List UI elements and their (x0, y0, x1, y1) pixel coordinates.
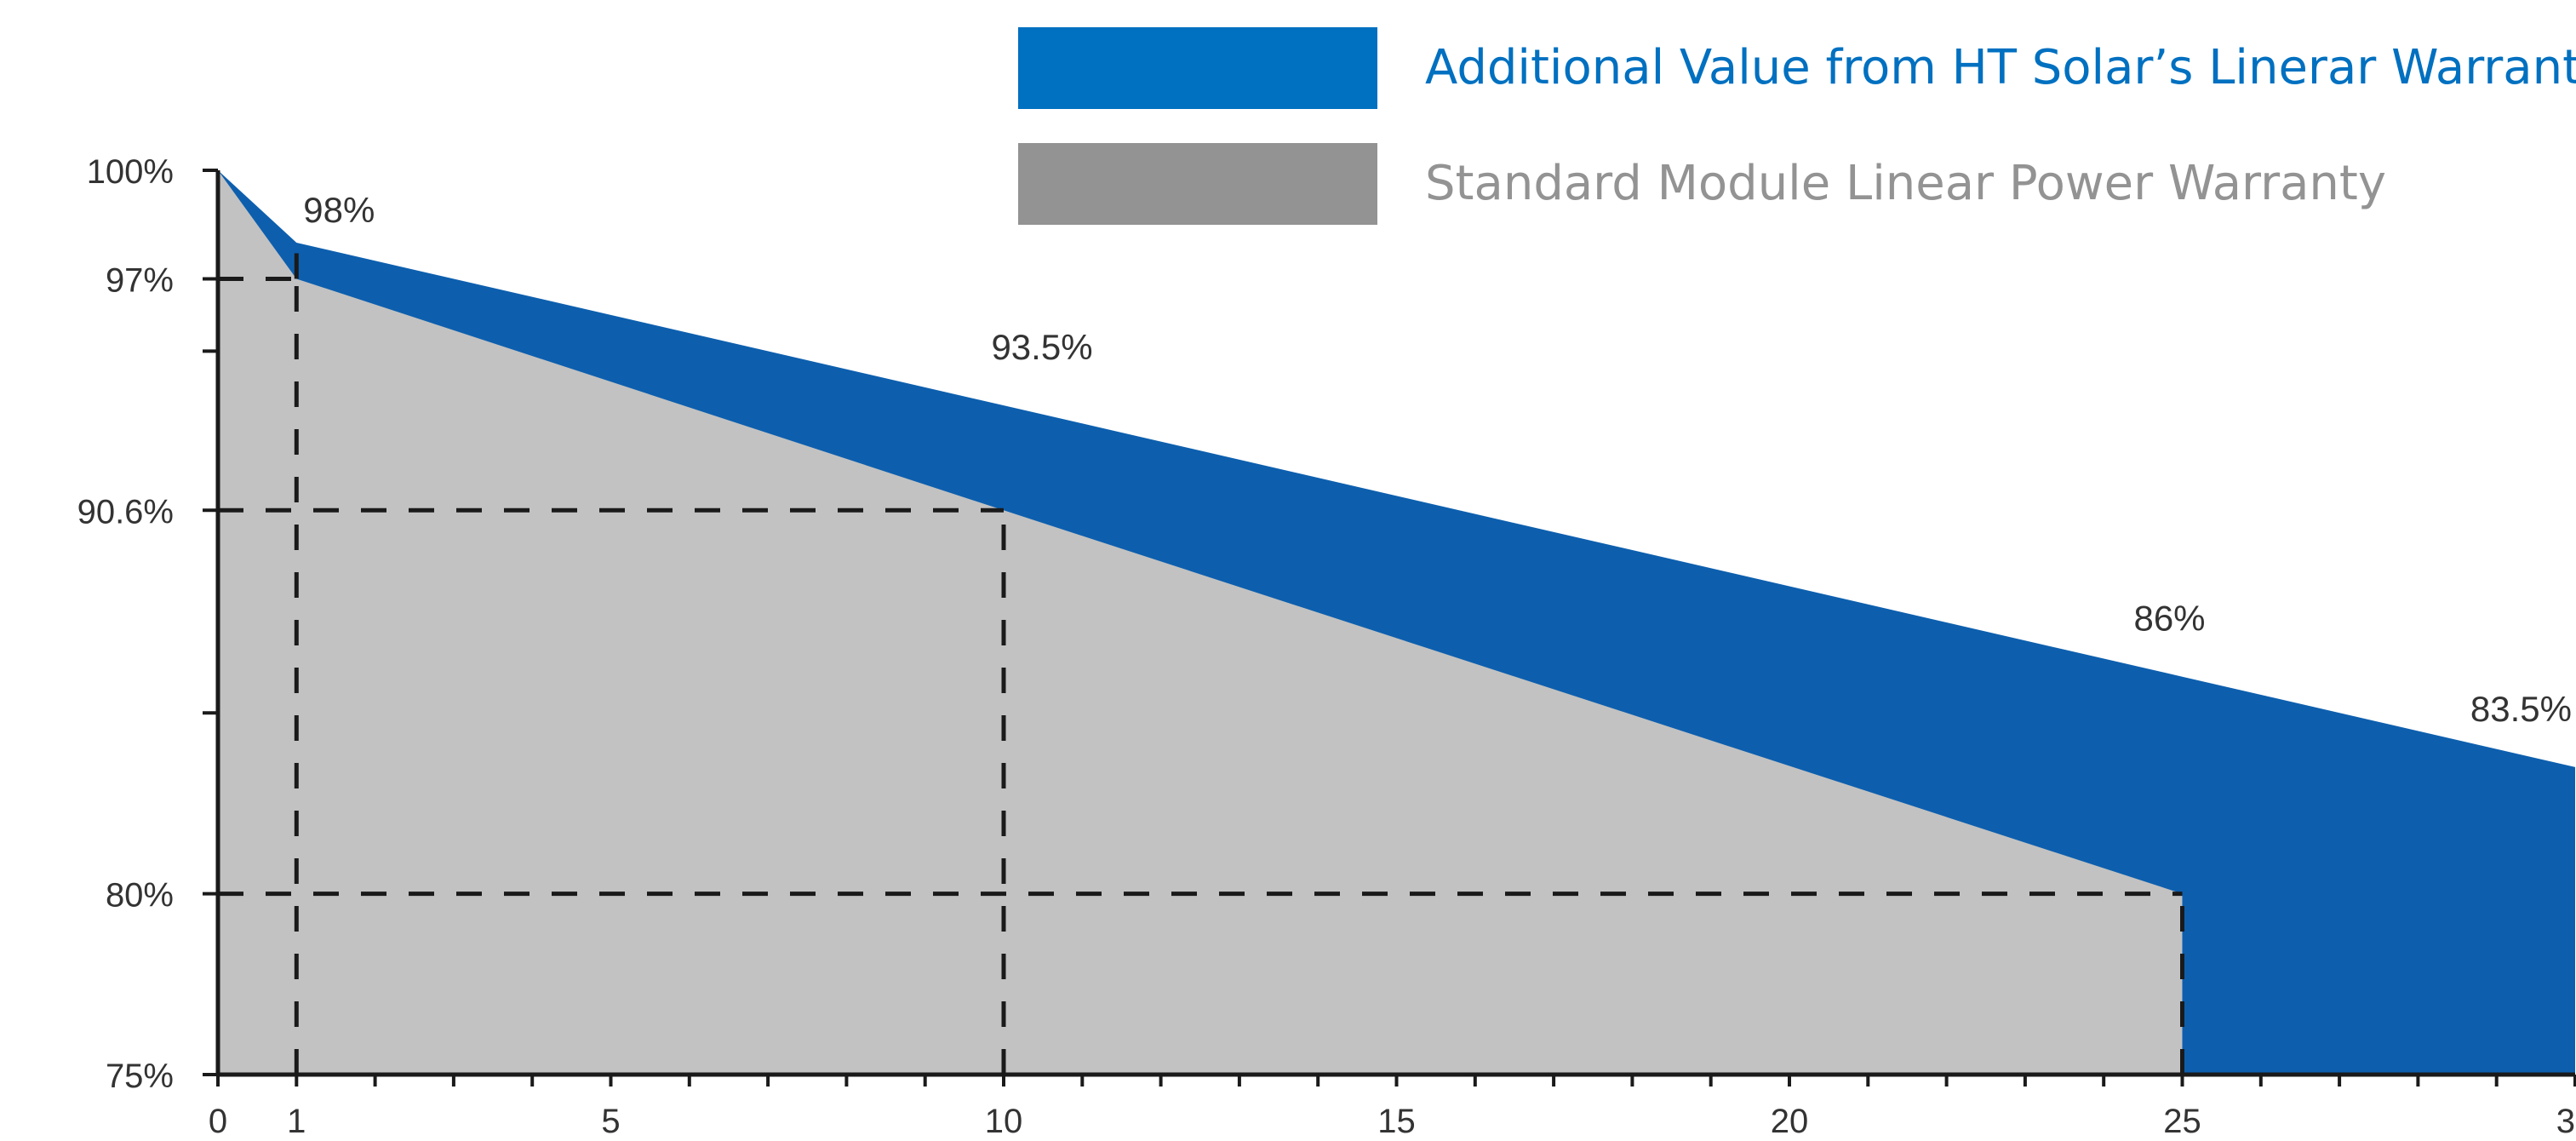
data-label: 83.5% (2470, 689, 2572, 729)
x-tick-label: 0 (209, 1103, 227, 1140)
area-standard-warranty (218, 170, 2183, 1075)
y-tick-label: 97% (106, 261, 174, 299)
y-tick-label: 75% (106, 1058, 174, 1095)
legend: Additional Value from HT Solar’s Linerar… (1018, 27, 2576, 225)
x-tick-label: 1 (287, 1103, 306, 1140)
data-label: 93.5% (991, 327, 1092, 367)
tick-labels: 015101520253075%80%90.6%97%100% (77, 153, 2576, 1140)
x-tick-label: 20 (1771, 1103, 1809, 1140)
y-tick-label: 100% (87, 153, 174, 191)
x-tick-label: 30 (2556, 1103, 2576, 1140)
y-tick-label: 80% (106, 877, 174, 915)
x-tick-label: 15 (1377, 1103, 1416, 1140)
reference-lines (218, 242, 2184, 1075)
data-label: 86% (2133, 599, 2205, 639)
legend-swatch (1018, 27, 1377, 109)
legend-label: Standard Module Linear Power Warranty (1425, 156, 2386, 211)
legend-label: Additional Value from HT Solar’s Linerar… (1425, 40, 2576, 95)
x-tick-label: 5 (601, 1103, 620, 1140)
legend-swatch (1018, 143, 1377, 225)
area-layer (218, 170, 2575, 1075)
axes (203, 169, 2576, 1087)
data-label: 98% (303, 190, 375, 230)
x-tick-label: 10 (985, 1103, 1023, 1140)
y-tick-label: 90.6% (77, 493, 174, 530)
x-tick-label: 25 (2163, 1103, 2201, 1140)
data-labels: 98% 93.5% 86% 83.5% (303, 190, 2572, 729)
